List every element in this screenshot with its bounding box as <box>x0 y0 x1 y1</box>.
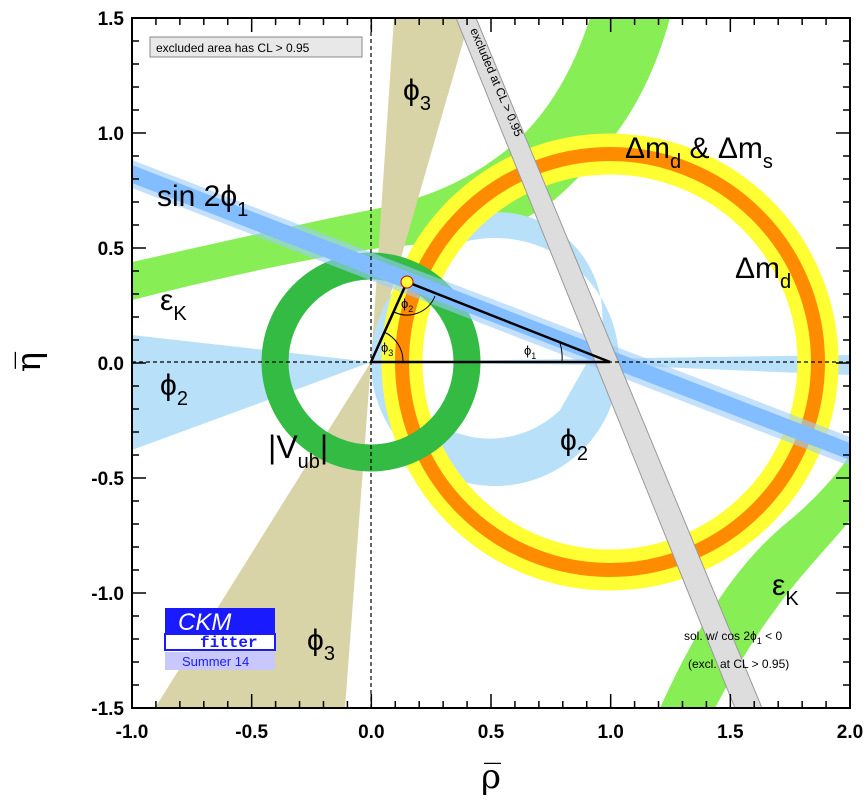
x-tick-label: -0.5 <box>235 722 268 743</box>
label-epsk-right: εK <box>772 569 799 610</box>
y-tick-label: -1.0 <box>91 584 124 605</box>
tri-label-phi3: ϕ3 <box>381 340 393 358</box>
x-tick-label: 2.0 <box>837 722 863 743</box>
svg-text:Summer 14: Summer 14 <box>182 654 249 669</box>
label-vub: |Vub| <box>268 429 328 473</box>
tri-label-phi2: ϕ2 <box>401 296 413 314</box>
svg-text:fitter: fitter <box>200 634 258 652</box>
axis-ticks: -1.0 -0.5 0.0 0.5 1.0 1.5 2.0-1.5-1.0-0.50.00.… <box>91 9 863 743</box>
tri-label-phi1: ϕ1 <box>524 343 536 361</box>
y-axis-title: η̅ <box>9 352 49 372</box>
label-dmd: Δmd <box>735 252 791 293</box>
x-tick-label: 0.5 <box>478 722 505 743</box>
excluded-box <box>149 36 363 58</box>
excluded-box-text: excluded area has CL > 0.95 <box>156 41 310 55</box>
ckmfitter-logo: CKM fitter Summer 14 <box>164 608 276 670</box>
label-phi3-bottom: ϕ3 <box>307 624 335 665</box>
sin2phi1-band-outer <box>132 160 850 466</box>
y-tick-label: 0.0 <box>98 354 124 375</box>
x-tick-label: 0.0 <box>358 722 384 743</box>
sol-line2: (excl. at CL > 0.95) <box>688 657 789 671</box>
y-tick-label: -1.5 <box>91 699 124 720</box>
epsk-band-lower <box>660 455 850 708</box>
y-tick-label: 1.5 <box>98 9 125 30</box>
label-epsk-left: εK <box>160 284 187 325</box>
x-tick-label: 1.5 <box>717 722 744 743</box>
x-tick-label: -1.0 <box>116 722 149 743</box>
unitarity-triangle <box>369 280 611 364</box>
y-tick-label: 1.0 <box>98 124 124 145</box>
angle-arc-phi3 <box>383 331 404 363</box>
label-phi2-right: ϕ2 <box>560 424 588 465</box>
y-tick-label: 0.5 <box>98 239 125 260</box>
label-sin2phi1: sin 2ϕ1 <box>157 180 248 221</box>
label-dmd-dms: Δmd & Δms <box>625 132 773 173</box>
sol-line1: sol. w/ cos 2ϕ1 < 0 <box>684 629 782 646</box>
angle-arc-phi2 <box>393 295 436 316</box>
label-phi3-top: ϕ3 <box>403 74 431 115</box>
phi2-band-left <box>132 335 371 450</box>
x-axis-title: ρ̅ <box>481 757 501 797</box>
angle-arc-phi1 <box>559 342 563 363</box>
y-tick-label: -0.5 <box>91 469 124 490</box>
x-tick-label: 1.0 <box>597 722 623 743</box>
svg-text:CKM: CKM <box>178 609 231 636</box>
apex-region <box>400 275 414 289</box>
phi2-band-circle <box>371 212 619 487</box>
label-phi2-left: ϕ2 <box>160 369 188 410</box>
